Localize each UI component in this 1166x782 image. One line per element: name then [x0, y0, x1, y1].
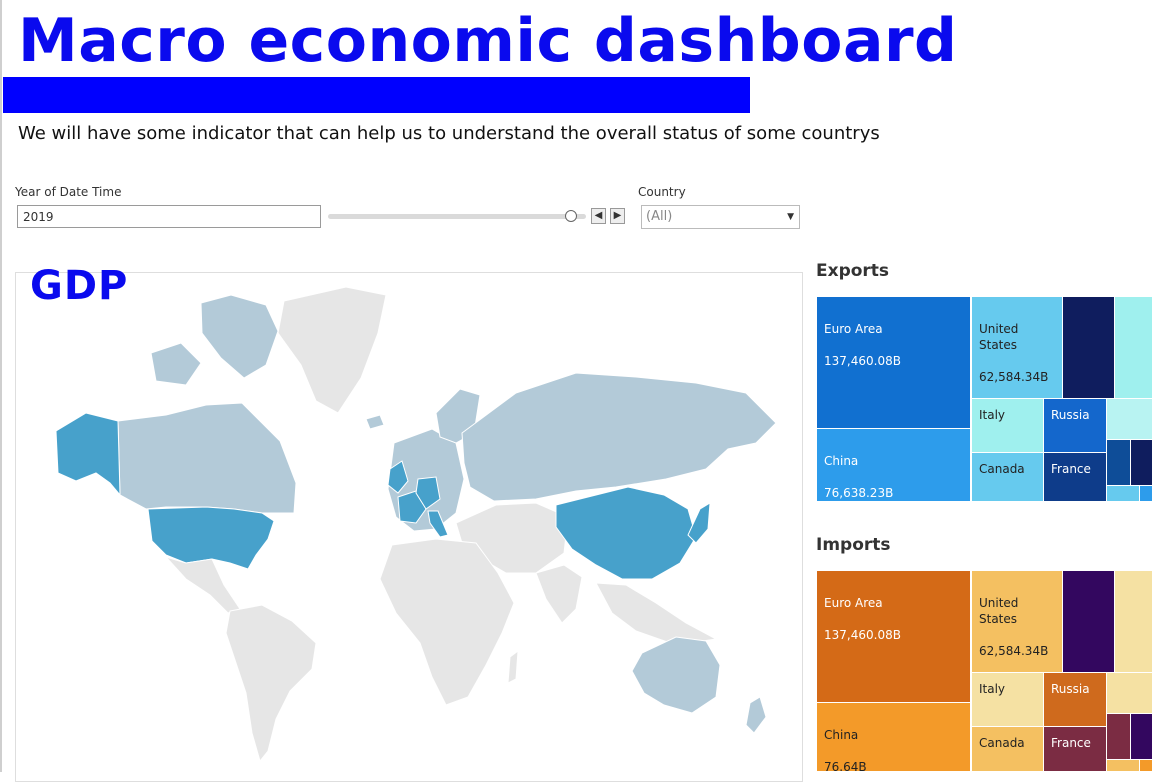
tile-name: Italy	[979, 682, 1006, 696]
madagascar-region	[507, 649, 519, 684]
tile-value: 76.64B	[824, 760, 867, 772]
new-zealand-region	[745, 696, 767, 734]
chevron-left-icon: ◀	[594, 210, 603, 221]
imports-tile-euro-area[interactable]: Euro Area 137,460.08B	[816, 570, 971, 703]
year-slider-track[interactable]	[328, 214, 586, 219]
tile-name: Canada	[979, 736, 1025, 750]
gdp-title: GDP	[30, 263, 129, 309]
exports-title: Exports	[816, 261, 890, 281]
imports-tile-other-1[interactable]	[1062, 570, 1115, 673]
africa-region	[379, 538, 515, 706]
imports-tile-other-4[interactable]	[1106, 713, 1131, 760]
exports-tile-other-5[interactable]	[1130, 439, 1153, 486]
exports-tile-united-states[interactable]: United States 62,584.34B	[971, 296, 1063, 399]
chevron-right-icon: ▶	[613, 210, 622, 221]
next-year-button[interactable]: ▶	[610, 208, 625, 224]
canada-arctic-islands-west	[150, 342, 202, 386]
chevron-down-icon[interactable]: ▼	[787, 212, 794, 222]
tile-name: United States	[979, 596, 1019, 626]
tile-name: Euro Area	[824, 322, 883, 336]
exports-tile-canada[interactable]: Canada	[971, 452, 1044, 502]
exports-tile-other-1[interactable]	[1062, 296, 1115, 399]
exports-tile-other-3[interactable]	[1106, 398, 1153, 440]
imports-tile-russia[interactable]: Russia	[1043, 672, 1107, 727]
tile-name: United States	[979, 322, 1019, 352]
year-slider-thumb[interactable]	[565, 210, 577, 222]
year-input[interactable]: 2019	[17, 205, 321, 228]
exports-tile-other-6[interactable]	[1106, 485, 1140, 502]
country-dropdown[interactable]: (All) ▼	[641, 205, 800, 229]
tile-name: France	[1051, 736, 1091, 750]
country-filter-label: Country	[638, 185, 686, 199]
exports-tile-china[interactable]: China 76,638.23B	[816, 428, 971, 502]
imports-title: Imports	[816, 535, 891, 555]
tile-value: 62,584.34B	[979, 644, 1049, 658]
tile-name: Canada	[979, 462, 1025, 476]
china-region	[555, 486, 697, 580]
tile-name: Russia	[1051, 682, 1090, 696]
canada-region	[117, 402, 297, 514]
india-region	[535, 564, 583, 624]
imports-tile-other-2[interactable]	[1114, 570, 1153, 673]
canada-arctic-islands	[200, 294, 279, 379]
tile-value: 62,584.34B	[979, 370, 1049, 384]
dashboard-title: Macro economic dashboard	[18, 6, 958, 76]
tile-name: Euro Area	[824, 596, 883, 610]
tile-name: China	[824, 728, 859, 742]
uk-region	[387, 460, 409, 494]
australia-region	[631, 636, 721, 714]
exports-tile-france[interactable]: France	[1043, 452, 1107, 502]
left-border	[0, 0, 2, 772]
alaska-region	[55, 412, 121, 497]
imports-tile-other-7[interactable]	[1139, 759, 1153, 772]
tile-value: 137,460.08B	[824, 628, 901, 642]
imports-tile-other-3[interactable]	[1106, 672, 1153, 714]
exports-tile-italy[interactable]: Italy	[971, 398, 1044, 453]
imports-tile-united-states[interactable]: United States 62,584.34B	[971, 570, 1063, 673]
usa-region	[147, 506, 275, 570]
imports-tile-other-5[interactable]	[1130, 713, 1153, 760]
imports-tile-canada[interactable]: Canada	[971, 726, 1044, 772]
imports-tile-italy[interactable]: Italy	[971, 672, 1044, 727]
exports-tile-other-4[interactable]	[1106, 439, 1131, 486]
france-region	[397, 490, 427, 524]
exports-tile-other-7[interactable]	[1139, 485, 1153, 502]
exports-tile-other-2[interactable]	[1114, 296, 1153, 399]
tile-name: China	[824, 454, 859, 468]
mexico-region	[164, 556, 241, 614]
exports-tile-euro-area[interactable]: Euro Area 137,460.08B	[816, 296, 971, 429]
tile-value: 76,638.23B	[824, 486, 894, 500]
japan-region	[687, 502, 711, 544]
tile-value: 137,460.08B	[824, 354, 901, 368]
exports-treemap[interactable]: Euro Area 137,460.08B United States 62,5…	[816, 296, 1153, 502]
italy-region	[427, 510, 449, 538]
imports-tile-france[interactable]: France	[1043, 726, 1107, 772]
southeast-asia-region	[595, 582, 718, 646]
exports-tile-russia[interactable]: Russia	[1043, 398, 1107, 453]
russia-region	[461, 372, 777, 502]
gdp-map[interactable]	[15, 272, 803, 782]
imports-treemap[interactable]: Euro Area 137,460.08B United States 62,5…	[816, 570, 1153, 772]
world-map	[55, 286, 777, 763]
prev-year-button[interactable]: ◀	[591, 208, 606, 224]
south-america-region	[225, 604, 317, 763]
imports-tile-other-6[interactable]	[1106, 759, 1140, 772]
germany-region	[415, 476, 441, 510]
tile-name: France	[1051, 462, 1091, 476]
tile-name: Russia	[1051, 408, 1090, 422]
greenland-region	[277, 286, 387, 414]
iceland-region	[365, 414, 385, 430]
dashboard-subtitle: We will have some indicator that can hel…	[18, 123, 880, 144]
title-accent-bar	[3, 77, 750, 113]
year-filter-label: Year of Date Time	[15, 185, 122, 199]
tile-name: Italy	[979, 408, 1006, 422]
imports-tile-china[interactable]: China 76.64B	[816, 702, 971, 772]
country-selected-value: (All)	[646, 209, 673, 224]
